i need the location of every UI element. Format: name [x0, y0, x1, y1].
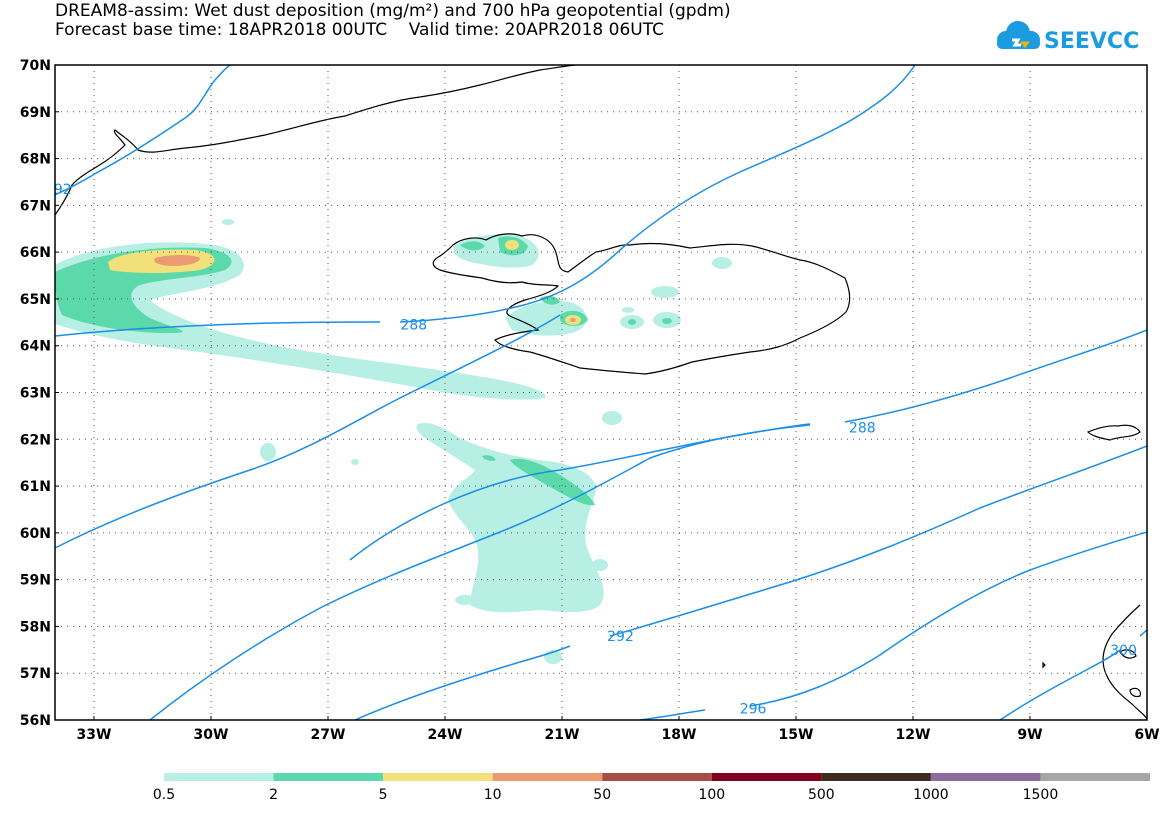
lat-tick-label: 65N: [20, 292, 51, 308]
lon-tick-label: 18W: [662, 727, 697, 743]
contour-value-label: 92: [54, 182, 72, 198]
color-legend: 0.5 2 5 10 50 100 500 1000 1500: [153, 773, 1150, 803]
dust-iceland-west: [505, 300, 587, 336]
legend-swatch: [273, 773, 384, 781]
contour-value-label: 296: [740, 701, 767, 717]
lat-tick-label: 70N: [20, 58, 51, 74]
legend-swatch: [1040, 773, 1150, 781]
dust-patch: [505, 240, 519, 250]
dust-patch: [570, 318, 576, 322]
dust-patch: [260, 443, 276, 461]
legend-swatch: [164, 773, 274, 781]
lat-tick-label: 59N: [20, 573, 51, 589]
graticule: [55, 65, 1147, 720]
lat-tick-label: 69N: [20, 105, 51, 121]
lat-tick-label: 60N: [20, 526, 51, 542]
legend-label: 0.5: [153, 787, 175, 803]
legend-label: 5: [379, 787, 388, 803]
dust-patch: [455, 595, 475, 605]
geopotential-contours: [55, 65, 1147, 720]
scotland-islands: [1119, 649, 1141, 698]
legend-label: 100: [698, 787, 725, 803]
dust-plume-west-orange: [154, 255, 200, 266]
dust-patch: [651, 286, 679, 298]
dust-patch: [602, 411, 622, 425]
lat-tick-label: 66N: [20, 245, 51, 261]
contour-value-label: 292: [607, 629, 634, 645]
legend-label: 1000: [913, 787, 949, 803]
latitude-labels: 56N 57N 58N 59N 60N 61N 62N 63N 64N 65N 66N 67N 68N 6…: [20, 58, 59, 729]
shetland-coast: [1102, 604, 1147, 720]
contour-value-label: 288: [400, 318, 427, 334]
legend-swatch: [492, 773, 603, 781]
lon-tick-label: 30W: [194, 727, 229, 743]
lat-tick-label: 63N: [20, 386, 51, 402]
contour-labels: 288 288 292 296 92 300: [54, 182, 1137, 717]
longitude-labels: 33W 30W 27W 24W 21W 18W 15W 12W 9W 6W: [77, 716, 1160, 743]
dust-plume-south-core: [482, 455, 595, 506]
legend-swatch: [821, 773, 931, 781]
dust-patch: [222, 219, 234, 225]
seevccc-logo: SEEVCCC: [997, 21, 1140, 54]
map-subtitle: Forecast base time: 18APR2018 00UTC Vali…: [55, 20, 664, 40]
lat-tick-label: 64N: [20, 339, 51, 355]
legend-label: 500: [808, 787, 835, 803]
legend-label: 10: [484, 787, 502, 803]
legend-swatch: [930, 773, 1041, 781]
dust-plume-west: [55, 242, 546, 400]
islet: [1042, 661, 1046, 669]
lon-tick-label: 15W: [779, 727, 814, 743]
contour-value-label: 300: [1110, 643, 1137, 659]
lon-tick-label: 24W: [428, 727, 463, 743]
contour-288-east: [149, 424, 811, 720]
dust-patch: [351, 459, 359, 465]
lon-tick-label: 33W: [77, 727, 112, 743]
legend-label: 2: [269, 787, 278, 803]
lon-tick-label: 21W: [545, 727, 580, 743]
legend-swatch: [711, 773, 822, 781]
lat-tick-label: 57N: [20, 666, 51, 682]
lat-tick-label: 67N: [20, 198, 51, 214]
dust-patch: [622, 307, 634, 313]
lon-tick-label: 27W: [311, 727, 346, 743]
lon-tick-label: 12W: [896, 727, 931, 743]
dust-patch: [628, 319, 636, 325]
coastlines: [55, 65, 1147, 720]
contour-300: [999, 629, 1147, 720]
lon-tick-label: 6W: [1134, 727, 1159, 743]
lat-tick-label: 58N: [20, 619, 51, 635]
faroe-coast: [1086, 424, 1141, 441]
map-title: DREAM8-assim: Wet dust deposition (mg/m²…: [55, 1, 731, 21]
dust-patch: [712, 257, 732, 269]
contour-292: [354, 445, 1147, 720]
dust-patch: [662, 318, 672, 324]
contour-288-north: [55, 65, 916, 337]
legend-swatch: [602, 773, 712, 781]
dust-patch: [592, 559, 608, 571]
legend-swatch: [383, 773, 493, 781]
lat-tick-label: 56N: [20, 713, 51, 729]
contour-296: [639, 531, 1147, 720]
iceland-coast: [432, 233, 851, 375]
lat-tick-label: 61N: [20, 479, 51, 495]
logo-text: SEEVCCC: [1044, 29, 1140, 54]
contour-value-label: 288: [849, 421, 876, 437]
lon-tick-label: 9W: [1017, 727, 1042, 743]
legend-label: 1500: [1023, 787, 1059, 803]
greenland-coast: [55, 65, 576, 216]
plot-area: 288 288 292 296 92 300: [54, 65, 1147, 720]
contour-292-nw: [55, 65, 231, 196]
lat-tick-label: 62N: [20, 432, 51, 448]
lat-tick-label: 68N: [20, 152, 51, 168]
legend-label: 50: [593, 787, 611, 803]
cloud-icon: [997, 21, 1040, 49]
